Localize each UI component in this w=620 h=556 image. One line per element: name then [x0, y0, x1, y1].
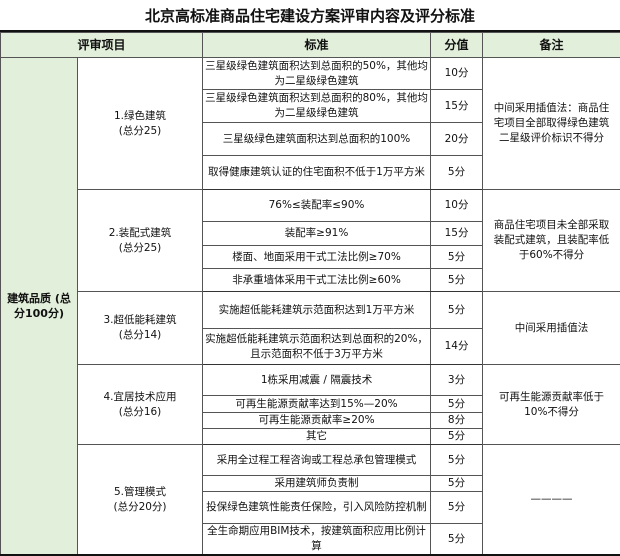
group-total: (总分25) [80, 241, 200, 256]
group-total: (总分14) [80, 328, 200, 343]
table-row: 2.装配式建筑(总分25)76%≤装配率≤90%10分商品住宅项目未全部采取装配… [1, 190, 620, 222]
category-cell: 建筑品质 (总分100分) [1, 58, 78, 556]
note-cell: ———— [483, 445, 620, 556]
note-cell: 商品住宅项目未全部采取装配式建筑，且装配率低于60%不得分 [483, 190, 620, 292]
group-name-cell: 2.装配式建筑(总分25) [78, 190, 203, 292]
group-total: (总分25) [80, 124, 200, 139]
standard-cell: 实施超低能耗建筑示范面积达到1万平方米 [203, 292, 431, 329]
standard-cell: 三星级绿色建筑面积达到总面积的80%，其他均为二星级绿色建筑 [203, 90, 431, 123]
group-name: 4.宜居技术应用 [80, 390, 200, 405]
header-standard: 标准 [203, 33, 431, 58]
header-row: 评审项目 标准 分值 备注 [1, 33, 620, 58]
note-cell: 中间采用插值法 [483, 292, 620, 365]
header-note: 备注 [483, 33, 620, 58]
standard-cell: 可再生能源贡献率达到15%—20% [203, 396, 431, 413]
standard-cell: 投保绿色建筑性能责任保险，引入风险防控机制 [203, 492, 431, 524]
group-name-cell: 4.宜居技术应用(总分16) [78, 365, 203, 445]
score-cell: 5分 [431, 429, 483, 445]
group-name-cell: 3.超低能耗建筑(总分14) [78, 292, 203, 365]
standard-cell: 采用建筑师负责制 [203, 476, 431, 492]
table-row: 建筑品质 (总分100分)1.绿色建筑(总分25)三星级绿色建筑面积达到总面积的… [1, 58, 620, 90]
score-cell: 15分 [431, 222, 483, 246]
score-cell: 5分 [431, 396, 483, 413]
standard-cell: 非承重墙体采用干式工法比例≥60% [203, 269, 431, 292]
score-cell: 5分 [431, 492, 483, 524]
score-cell: 8分 [431, 413, 483, 429]
score-cell: 5分 [431, 156, 483, 190]
page-title: 北京高标准商品住宅建设方案评审内容及评分标准 [0, 0, 620, 32]
group-total: (总分16) [80, 405, 200, 420]
score-cell: 5分 [431, 292, 483, 329]
standard-cell: 76%≤装配率≤90% [203, 190, 431, 222]
group-name: 2.装配式建筑 [80, 226, 200, 241]
header-score: 分值 [431, 33, 483, 58]
header-item: 评审项目 [1, 33, 203, 58]
standard-cell: 可再生能源贡献率≥20% [203, 413, 431, 429]
category-label: 建筑品质 (总分100分) [7, 292, 71, 320]
note-cell: 可再生能源贡献率低于10%不得分 [483, 365, 620, 445]
standard-cell: 其它 [203, 429, 431, 445]
score-cell: 10分 [431, 190, 483, 222]
standard-cell: 装配率≥91% [203, 222, 431, 246]
group-name-cell: 1.绿色建筑(总分25) [78, 58, 203, 190]
group-total: (总分20分) [80, 500, 200, 515]
group-name: 5.管理模式 [80, 485, 200, 500]
standard-cell: 楼面、地面采用干式工法比例≥70% [203, 246, 431, 269]
score-cell: 5分 [431, 246, 483, 269]
group-name: 1.绿色建筑 [80, 109, 200, 124]
group-name-cell: 5.管理模式(总分20分) [78, 445, 203, 556]
score-cell: 20分 [431, 123, 483, 156]
score-cell: 14分 [431, 329, 483, 365]
group-name: 3.超低能耗建筑 [80, 313, 200, 328]
score-cell: 5分 [431, 445, 483, 476]
score-cell: 15分 [431, 90, 483, 123]
note-cell: 中间采用插值法：商品住宅项目全部取得绿色建筑二星级评价标识不得分 [483, 58, 620, 190]
standard-cell: 实施超低能耗建筑示范面积达到总面积的20%，且示范面积不低于3万平方米 [203, 329, 431, 365]
standard-cell: 全生命期应用BIM技术，按建筑面积应用比例计算 [203, 524, 431, 556]
standard-cell: 采用全过程工程咨询或工程总承包管理模式 [203, 445, 431, 476]
score-cell: 5分 [431, 269, 483, 292]
score-cell: 5分 [431, 476, 483, 492]
score-cell: 5分 [431, 524, 483, 556]
score-cell: 3分 [431, 365, 483, 396]
standard-cell: 取得健康建筑认证的住宅面积不低于1万平方米 [203, 156, 431, 190]
standard-cell: 1栋采用减震 / 隔震技术 [203, 365, 431, 396]
standard-cell: 三星级绿色建筑面积达到总面积的50%，其他均为二星级绿色建筑 [203, 58, 431, 90]
standard-cell: 三星级绿色建筑面积达到总面积的100% [203, 123, 431, 156]
scoring-table: 评审项目 标准 分值 备注 建筑品质 (总分100分)1.绿色建筑(总分25)三… [0, 32, 620, 556]
score-cell: 10分 [431, 58, 483, 90]
